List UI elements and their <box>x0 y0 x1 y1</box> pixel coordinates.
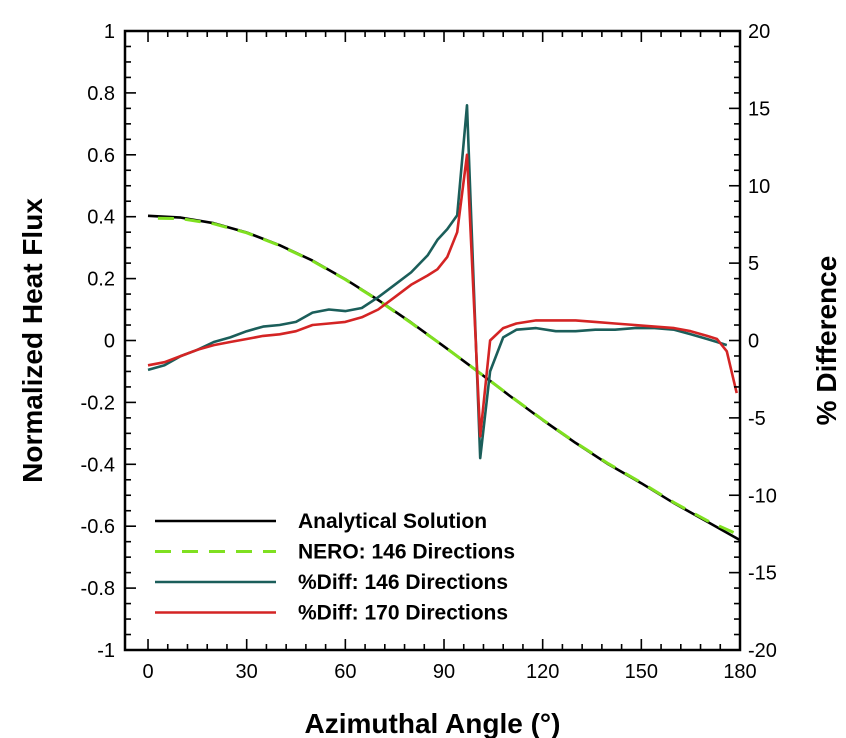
x-tick-label: 30 <box>236 661 258 683</box>
y2-tick-label: 5 <box>748 253 759 275</box>
y-tick-label: -0.8 <box>81 578 115 600</box>
y-tick-label: -0.2 <box>81 392 115 414</box>
y-tick-label: 0.8 <box>87 83 115 105</box>
y-tick-label: 0.6 <box>87 145 115 167</box>
y2-axis-title: % Difference <box>811 256 842 426</box>
x-tick-label: 150 <box>625 661 658 683</box>
legend-label-4: %Diff: 170 Directions <box>298 602 508 625</box>
y2-tick-label: 20 <box>748 21 770 43</box>
x-tick-label: 120 <box>526 661 559 683</box>
legend: Analytical Solution NERO: 146 Directions%… <box>155 510 515 625</box>
x-axis-title: Azimuthal Angle (°) <box>305 708 561 738</box>
y-tick-label: -0.4 <box>81 454 115 476</box>
y2-tick-label: 15 <box>748 98 770 120</box>
y-tick-label: -0.6 <box>81 516 115 538</box>
y2-tick-label: 0 <box>748 331 759 353</box>
legend-label-2: NERO: 146 Directions <box>298 541 515 564</box>
tick-layer: 0 30 60 90 120 150 180-1-0.8-0.6-0.4-0.200.20.… <box>81 21 777 683</box>
x-tick-label: 180 <box>723 661 756 683</box>
y-tick-label: -1 <box>97 640 115 662</box>
y-tick-label: 0 <box>104 331 115 353</box>
y-tick-label: 0.4 <box>87 207 115 229</box>
series-layer <box>147 104 741 542</box>
x-tick-label: 60 <box>334 661 356 683</box>
y2-tick-label: 10 <box>748 176 770 198</box>
x-tick-label: 90 <box>433 661 455 683</box>
y2-tick-label: -10 <box>748 485 777 507</box>
series-line-3 <box>147 104 728 460</box>
series-line-2 <box>157 216 738 536</box>
y-tick-label: 0.2 <box>87 269 115 291</box>
y-axis-title: Normalized Heat Flux <box>17 198 48 483</box>
series-line-4 <box>147 153 738 438</box>
x-tick-label: 0 <box>142 661 153 683</box>
series-line-1 <box>147 214 741 542</box>
y2-tick-label: -5 <box>748 408 766 430</box>
y-tick-label: 1 <box>104 21 115 43</box>
legend-label-3: %Diff: 146 Directions <box>298 571 508 594</box>
y2-tick-label: -20 <box>748 640 777 662</box>
legend-label-1: Analytical Solution <box>298 510 487 533</box>
y2-tick-label: -15 <box>748 563 777 585</box>
